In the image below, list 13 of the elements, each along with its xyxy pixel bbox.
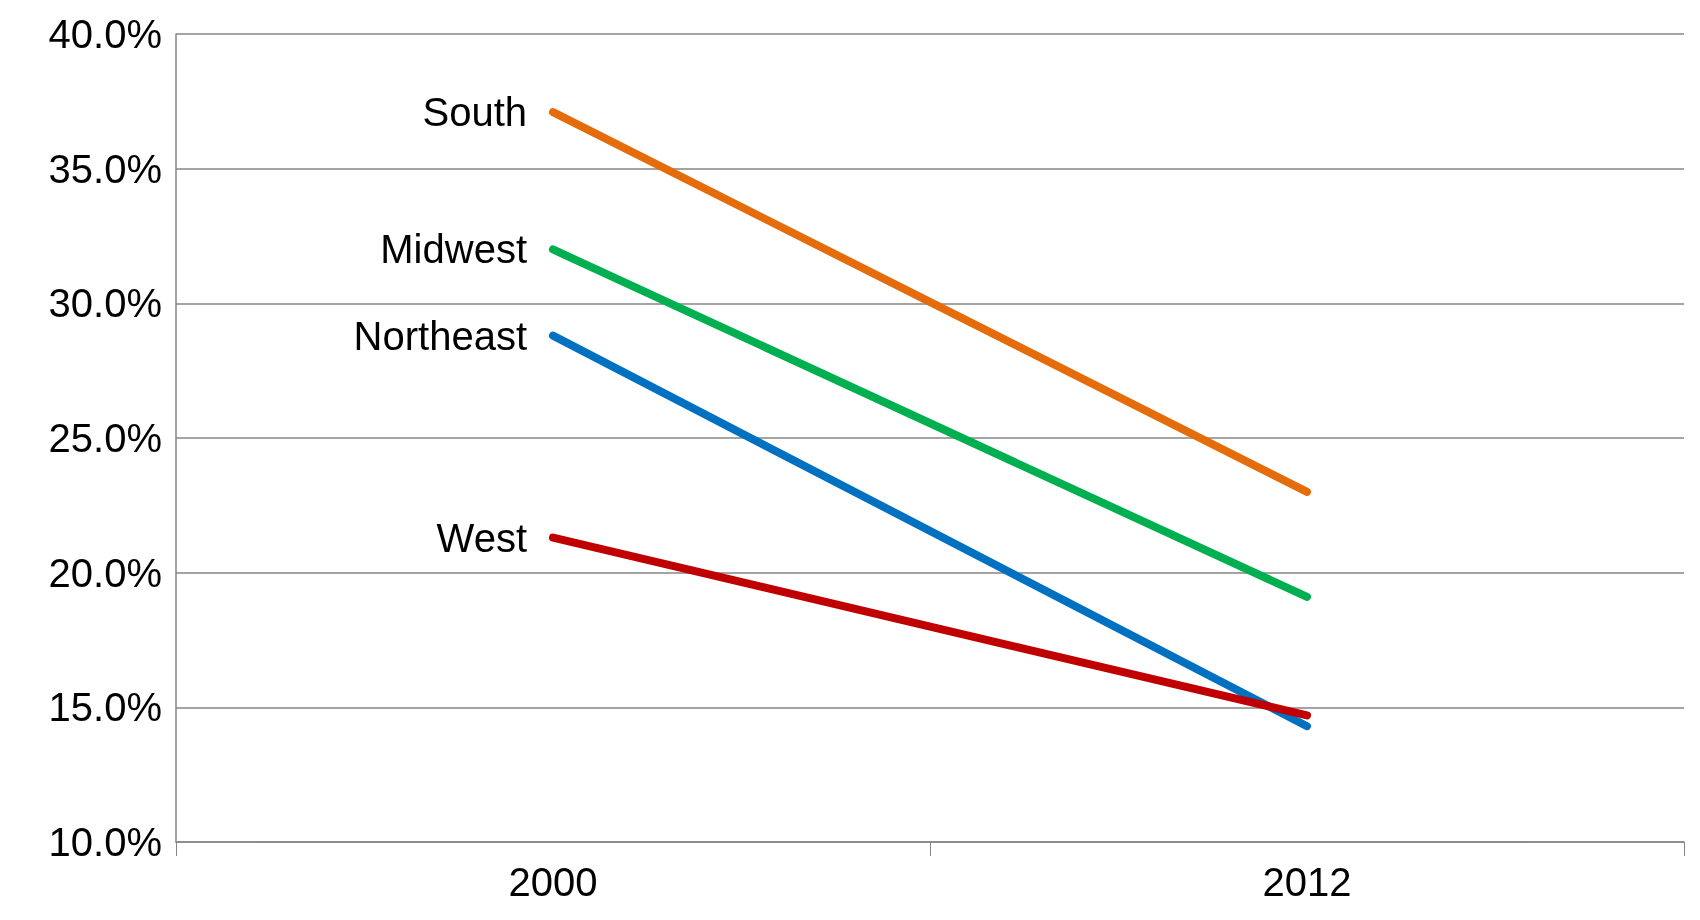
y-tick-label: 20.0% [48, 550, 162, 595]
y-tick-label: 10.0% [48, 820, 162, 864]
y-tick-label: 25.0% [48, 416, 162, 460]
x-tick-label: 2000 [508, 860, 598, 904]
series-label: West [436, 515, 527, 560]
x-tick-label: 2012 [1262, 860, 1352, 904]
series-label: South [422, 90, 527, 135]
y-tick-label: 35.0% [48, 146, 162, 191]
series-label: Midwest [380, 227, 527, 272]
y-tick-label: 15.0% [48, 685, 162, 730]
y-tick-label: 40.0% [48, 12, 162, 56]
series-label: Northeast [353, 313, 527, 358]
y-tick-label: 30.0% [48, 281, 162, 326]
